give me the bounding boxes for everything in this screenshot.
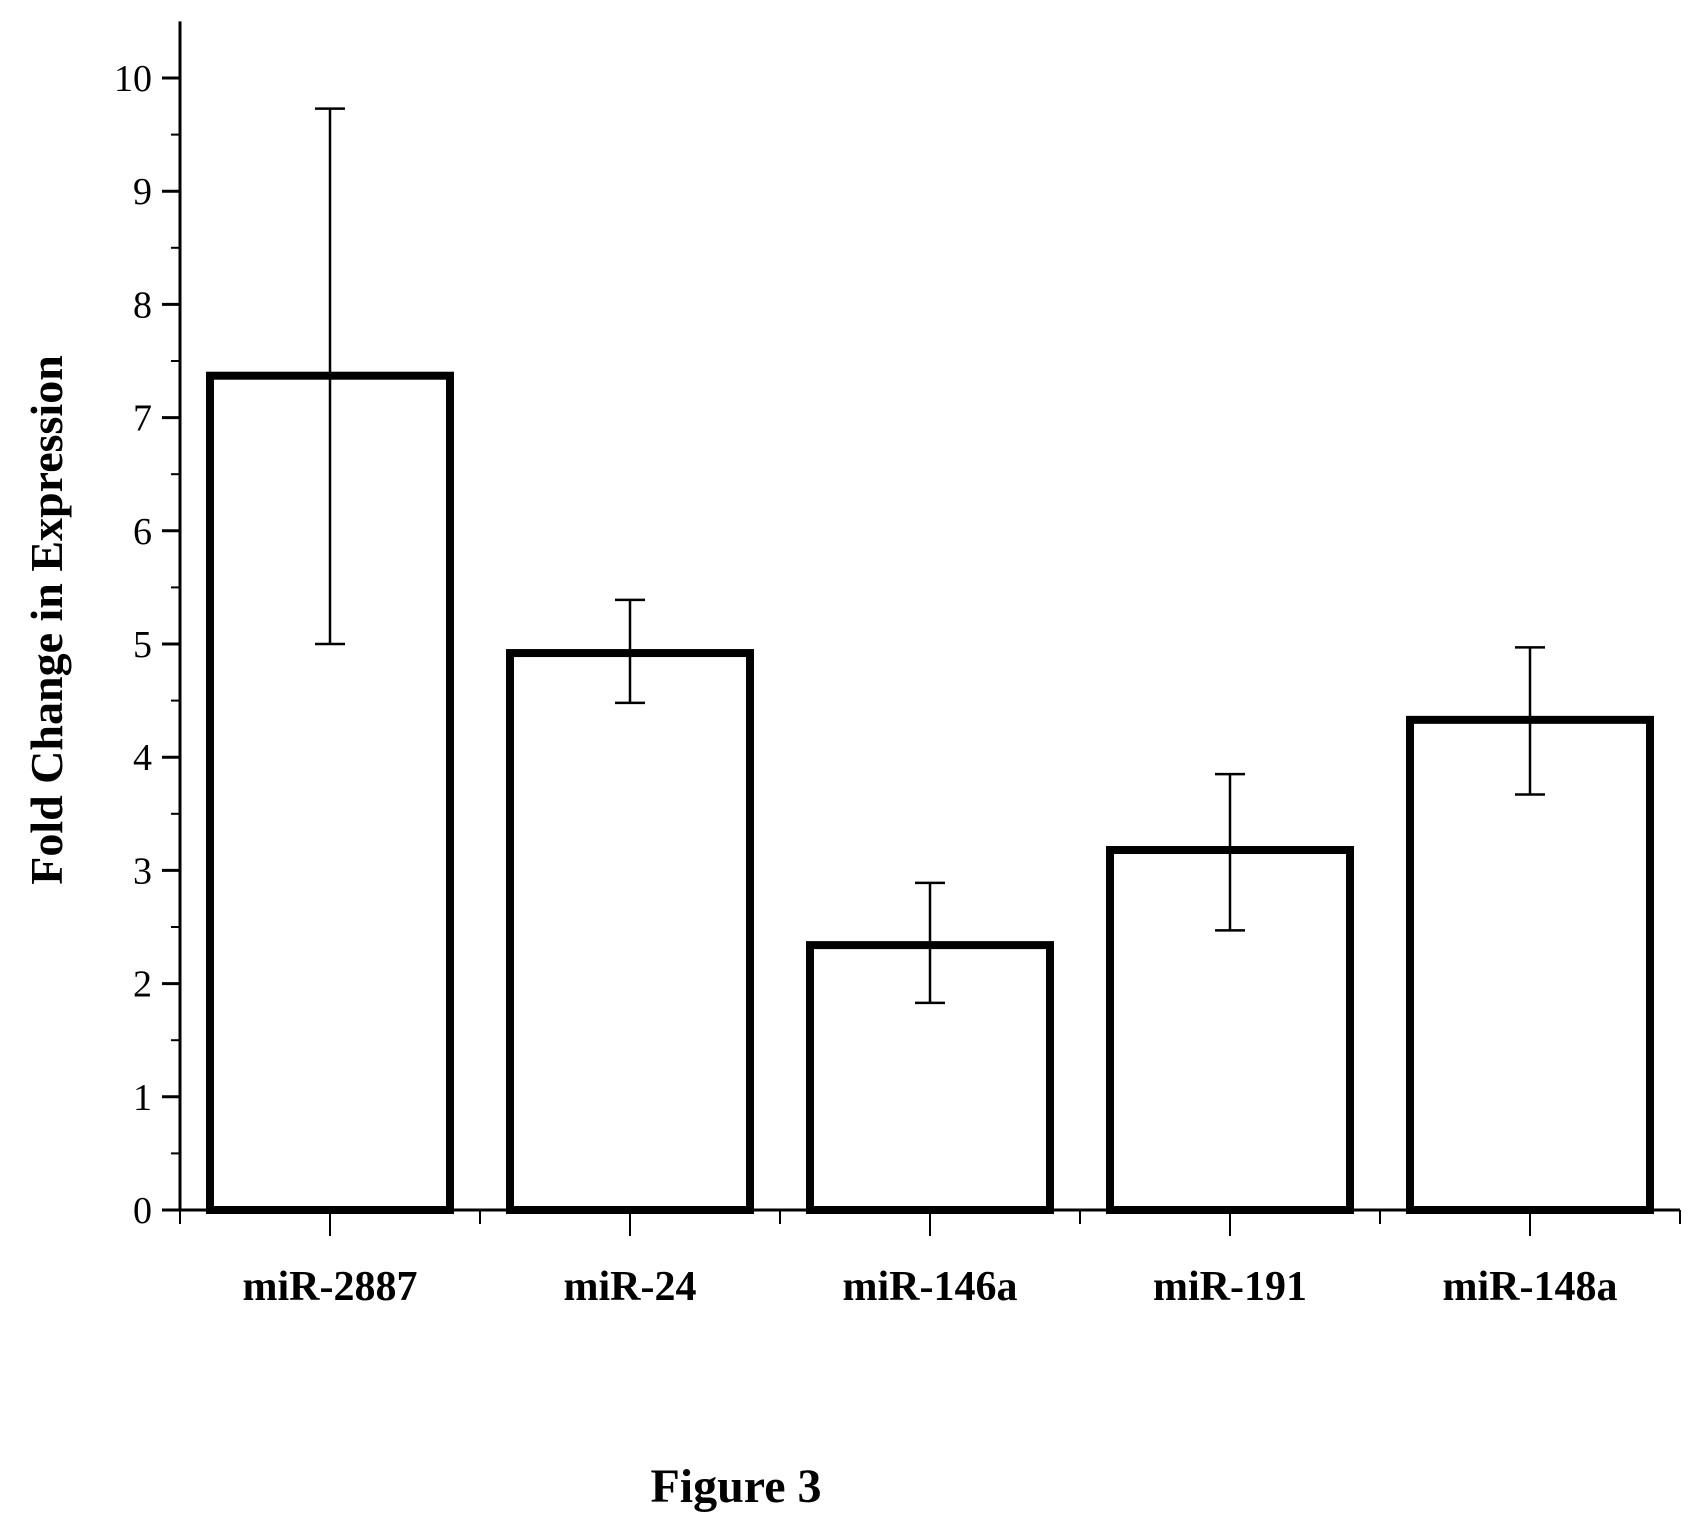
x-category-label: miR-191 xyxy=(1153,1264,1307,1310)
figure-caption: Figure 3 xyxy=(650,1460,821,1513)
y-tick-label: 3 xyxy=(133,850,152,892)
x-category-label: miR-2887 xyxy=(243,1264,418,1310)
y-tick-label: 6 xyxy=(133,511,152,553)
labels: 0 1 2 3 4 5 6 7 8 9 10 miR-2887 miR-24 miR-146a miR-19… xyxy=(114,58,1617,1310)
bar xyxy=(1406,715,1654,1214)
y-axis-title: Fold Change in Expression xyxy=(21,355,72,885)
x-category-label: miR-146a xyxy=(843,1264,1018,1310)
y-tick-label: 9 xyxy=(133,171,152,213)
x-category-label: miR-148a xyxy=(1443,1264,1618,1310)
bars xyxy=(206,371,1654,1214)
y-tick-label: 5 xyxy=(133,624,152,666)
y-tick-label: 4 xyxy=(133,737,152,779)
x-category-label: miR-24 xyxy=(564,1264,697,1310)
bar xyxy=(506,649,754,1214)
y-tick-label: 0 xyxy=(133,1190,152,1232)
error-bars xyxy=(315,107,1545,1005)
y-tick-label: 8 xyxy=(133,284,152,326)
y-tick-label: 1 xyxy=(133,1077,152,1119)
y-tick-label: 7 xyxy=(133,398,152,440)
y-tick-label: 10 xyxy=(114,58,152,100)
y-tick-label: 2 xyxy=(133,964,152,1006)
